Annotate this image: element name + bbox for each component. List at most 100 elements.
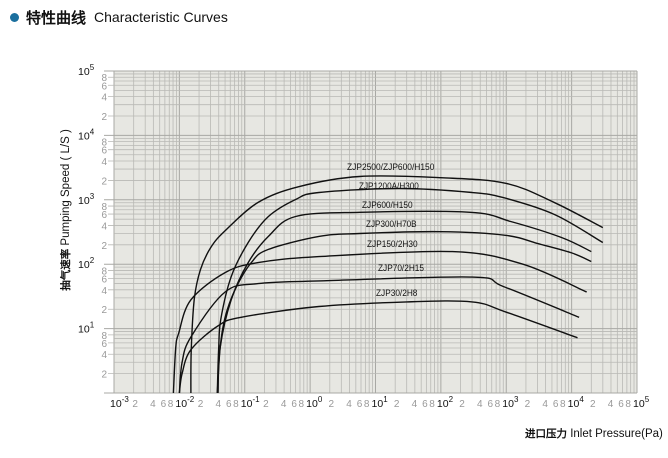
x-tick-label-minor: 6: [161, 399, 167, 410]
x-tick-label-minor: 2: [525, 399, 531, 410]
tick-base: 10: [110, 398, 122, 410]
tick-base: 10: [78, 195, 90, 207]
series-curve-zjp70-2h15: [178, 276, 580, 394]
tick-base: 10: [241, 398, 253, 410]
x-tick-label-minor: 8: [299, 399, 305, 410]
tick-base: 10: [306, 398, 318, 410]
y-tick-label-minor: 4: [101, 93, 107, 104]
y-tick-label-decade: 104: [78, 127, 95, 142]
tick-exponent: 4: [579, 395, 584, 404]
y-tick-label-minor: 8: [101, 138, 107, 149]
section-header: 特性曲线 Characteristic Curves: [10, 6, 228, 28]
x-tick-label-minor: 2: [263, 399, 269, 410]
tick-exponent: 5: [645, 395, 650, 404]
x-tick-label-minor: 8: [560, 399, 566, 410]
series-label: ZJP300/H70B: [366, 219, 417, 230]
tick-exponent: 1: [90, 321, 95, 330]
y-tick-label-minor: 8: [101, 266, 107, 277]
x-tick-label-decade: 105: [633, 395, 650, 410]
x-tick-label-minor: 8: [233, 399, 239, 410]
tick-exponent: 3: [90, 192, 95, 201]
x-tick-label-minor: 6: [422, 399, 428, 410]
tick-base: 10: [502, 398, 514, 410]
title-chinese: 特性曲线: [26, 8, 87, 27]
tick-exponent: -3: [122, 395, 130, 404]
x-tick-label-decade: 101: [372, 395, 389, 410]
x-tick-label-minor: 4: [150, 399, 156, 410]
series-curve-zjp2500-zjp600-h150: [190, 175, 604, 394]
x-axis-label-en: Inlet Pressure(Pa): [570, 428, 663, 440]
y-tick-label-minor: 6: [101, 210, 107, 221]
x-tick-label-minor: 4: [281, 399, 287, 410]
x-tick-label-minor: 2: [198, 399, 204, 410]
x-tick-label-decade: 10-3: [110, 395, 129, 410]
x-tick-label-minor: 4: [608, 399, 614, 410]
tick-exponent: 1: [383, 395, 388, 404]
series-curve-zjp300-h70b: [216, 230, 592, 394]
y-axis-label-cn: 抽气速率: [60, 248, 72, 291]
y-tick-label-minor: 6: [101, 146, 107, 157]
x-tick-label-minor: 4: [477, 399, 483, 410]
series-label: ZJP2500/ZJP600/H150: [347, 162, 434, 173]
x-tick-label-decade: 103: [502, 395, 519, 410]
y-tick-label-decade: 105: [78, 63, 95, 78]
x-tick-label-minor: 6: [553, 399, 559, 410]
y-tick-label-minor: 8: [101, 202, 107, 213]
x-tick-label-minor: 6: [487, 399, 493, 410]
x-tick-label-minor: 6: [226, 399, 232, 410]
x-tick-label-minor: 2: [132, 399, 138, 410]
x-tick-label-decade: 104: [568, 395, 585, 410]
series-curve-zjp30-2h8: [178, 300, 578, 394]
tick-base: 10: [568, 398, 580, 410]
x-tick-label-minor: 6: [357, 399, 363, 410]
y-tick-label-minor: 6: [101, 81, 107, 92]
tick-exponent: 4: [90, 127, 95, 136]
y-tick-label-minor: 8: [101, 331, 107, 342]
x-tick-label-minor: 2: [394, 399, 400, 410]
y-tick-label-minor: 4: [101, 157, 107, 168]
series-curve-zjp1200a-h300: [216, 187, 604, 394]
y-tick-label-minor: 6: [101, 274, 107, 285]
x-tick-label-minor: 4: [542, 399, 548, 410]
title-english: Characteristic Curves: [94, 9, 228, 25]
series-label: ZJP150/2H30: [367, 239, 418, 250]
y-tick-label-decade: 103: [78, 192, 95, 207]
series-label: ZJP600/H150: [362, 200, 413, 211]
x-tick-label-minor: 6: [291, 399, 297, 410]
tick-exponent: 0: [318, 395, 323, 404]
x-tick-label-minor: 8: [168, 399, 174, 410]
series-label: ZJP30/2H8: [376, 288, 417, 299]
y-tick-label-decade: 101: [78, 321, 95, 336]
y-tick-label-minor: 2: [101, 370, 107, 381]
x-tick-label-minor: 2: [459, 399, 465, 410]
tick-base: 10: [78, 66, 90, 78]
tick-exponent: 2: [90, 256, 95, 265]
x-tick-label-minor: 2: [590, 399, 596, 410]
y-tick-label-minor: 2: [101, 305, 107, 316]
x-tick-label-minor: 8: [625, 399, 631, 410]
x-tick-label-minor: 8: [364, 399, 370, 410]
y-tick-label-minor: 2: [101, 112, 107, 123]
tick-base: 10: [78, 259, 90, 271]
x-tick-label-decade: 100: [306, 395, 323, 410]
y-tick-label-minor: 4: [101, 286, 107, 297]
y-axis-label-en: Pumping Speed ( L/S ): [60, 129, 72, 246]
x-tick-label-minor: 4: [346, 399, 352, 410]
x-axis-label-cn: 进口压力: [525, 428, 567, 440]
y-tick-label-decade: 102: [78, 256, 95, 271]
y-tick-label-minor: 4: [101, 350, 107, 361]
x-tick-label-minor: 4: [215, 399, 221, 410]
series-label: ZJP1200A/H300: [359, 181, 419, 192]
tick-exponent: 5: [90, 63, 95, 72]
series-label: ZJP70/2H15: [378, 263, 424, 274]
tick-base: 10: [633, 398, 645, 410]
x-tick-label-minor: 4: [412, 399, 418, 410]
y-tick-label-minor: 2: [101, 241, 107, 252]
x-tick-label-minor: 8: [429, 399, 435, 410]
grid: [104, 70, 638, 394]
series-curve-zjp150-2h30: [172, 250, 587, 394]
tick-base: 10: [78, 324, 90, 336]
tick-base: 10: [372, 398, 384, 410]
y-tick-label-minor: 6: [101, 339, 107, 350]
